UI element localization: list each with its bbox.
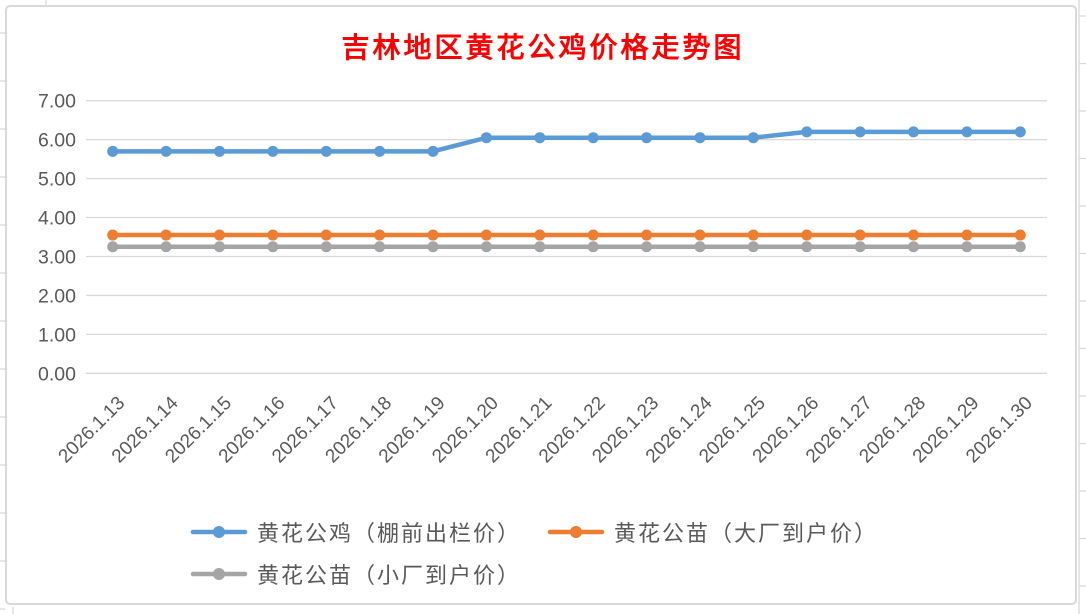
- legend: 黄花公鸡（棚前出栏价） 黄花公苗（大厂到户价） 黄花公苗（小厂到户价）: [190, 511, 878, 595]
- legend-item-dachang-daohujia[interactable]: 黄花公苗（大厂到户价）: [547, 516, 878, 548]
- line-marker-icon: [547, 525, 605, 539]
- legend-row-1: 黄花公鸡（棚前出栏价） 黄花公苗（大厂到户价）: [190, 511, 878, 553]
- chart-title[interactable]: 吉林地区黄花公鸡价格走势图: [341, 33, 745, 64]
- line-marker-icon: [190, 567, 248, 581]
- legend-label: 黄花公鸡（棚前出栏价）: [257, 521, 522, 546]
- chart-object[interactable]: [5, 5, 1077, 605]
- legend-label: 黄花公苗（大厂到户价）: [614, 521, 879, 546]
- legend-item-penqian-chulanjia[interactable]: 黄花公鸡（棚前出栏价）: [190, 516, 521, 548]
- legend-row-2: 黄花公苗（小厂到户价）: [190, 553, 878, 595]
- line-marker-icon: [190, 525, 248, 539]
- legend-item-xiaochang-daohujia[interactable]: 黄花公苗（小厂到户价）: [190, 558, 521, 590]
- legend-label: 黄花公苗（小厂到户价）: [257, 563, 522, 588]
